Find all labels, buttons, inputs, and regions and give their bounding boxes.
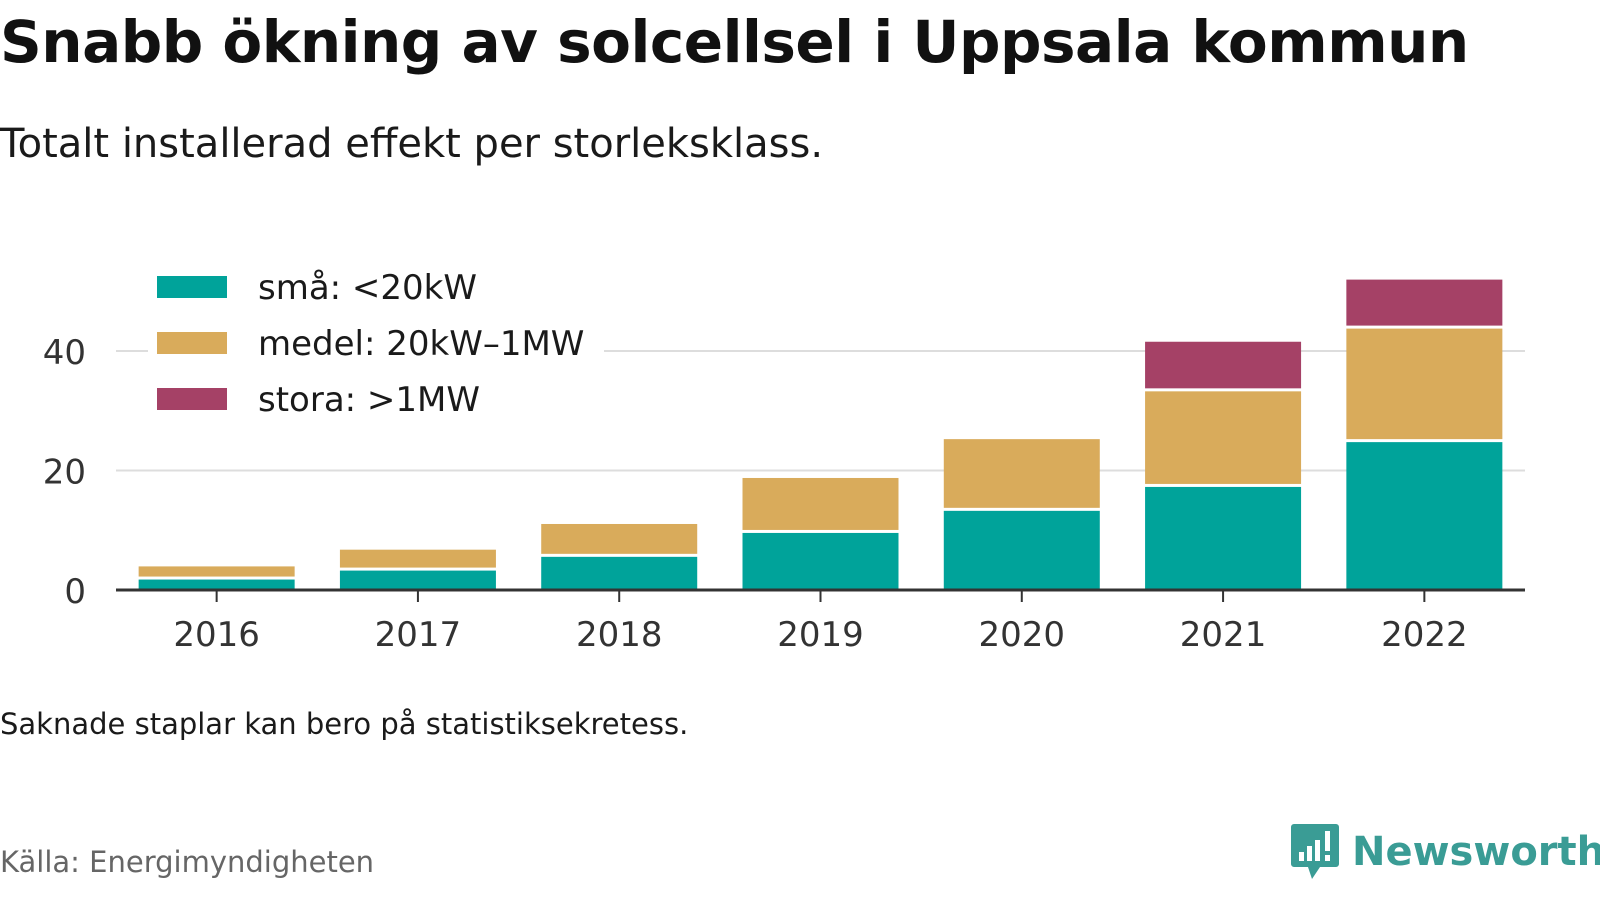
bar-segment-2016-medel <box>138 566 295 577</box>
y-tick-label: 40 <box>43 333 86 373</box>
x-axis-ticks: 2016 2017 2018 2019 2020 2021 2022 <box>173 590 1468 655</box>
x-tick-label-2016: 2016 <box>173 615 260 655</box>
x-tick-label-2018: 2018 <box>576 615 663 655</box>
x-tick-label-2017: 2017 <box>375 615 462 655</box>
stacked-bar-chart: 0 20 40 2016 2017 2018 2019 2020 2021 2022 små: … <box>42 262 1525 655</box>
bar-segment-2016-sma <box>138 579 295 590</box>
newsworthy-logo-icon <box>1291 824 1339 879</box>
legend-swatch-stora <box>157 388 227 410</box>
y-axis-ticks: 0 20 40 <box>43 333 86 612</box>
bar-segment-2022-sma <box>1346 442 1503 590</box>
bar-segment-2020-sma <box>943 510 1100 590</box>
y-tick-label: 20 <box>43 453 86 493</box>
x-tick-label-2020: 2020 <box>979 615 1066 655</box>
chart-title: Snabb ökning av solcellsel i Uppsala kom… <box>0 8 1469 76</box>
bar-segment-2021-stora <box>1145 341 1302 389</box>
bar-segment-2022-medel <box>1346 328 1503 440</box>
bar-segment-2020-medel <box>943 439 1100 508</box>
source-credit: Källa: Energimyndigheten <box>0 845 375 879</box>
legend-swatch-medel <box>157 332 227 354</box>
legend-label-medel: medel: 20kW–1MW <box>258 324 584 364</box>
bar-segment-2019-sma <box>742 532 899 590</box>
y-tick-label: 0 <box>64 572 86 612</box>
bar-segment-2022-stora <box>1346 279 1503 326</box>
legend-label-sma: små: <20kW <box>258 268 477 308</box>
bar-segment-2021-sma <box>1145 486 1302 590</box>
x-tick-label-2019: 2019 <box>777 615 864 655</box>
footnote: Saknade staplar kan bero på statistiksek… <box>0 707 689 741</box>
bars <box>138 279 1503 590</box>
bar-segment-2018-sma <box>541 556 698 590</box>
bar-segment-2019-medel <box>742 477 899 530</box>
brand-name: Newsworthy <box>1352 829 1600 875</box>
bar-segment-2017-sma <box>339 570 496 590</box>
legend-swatch-sma <box>157 276 227 298</box>
chart-subtitle: Totalt installerad effekt per storlekskl… <box>0 121 824 167</box>
legend: små: <20kW medel: 20kW–1MW stora: >1MW <box>148 262 604 422</box>
brand-logo: Newsworthy <box>1290 822 1600 882</box>
bar-segment-2017-medel <box>339 549 496 568</box>
x-tick-label-2021: 2021 <box>1180 615 1267 655</box>
bar-segment-2018-medel <box>541 523 698 554</box>
bar-segment-2021-medel <box>1145 391 1302 484</box>
legend-label-stora: stora: >1MW <box>258 380 480 420</box>
x-tick-label-2022: 2022 <box>1381 615 1468 655</box>
